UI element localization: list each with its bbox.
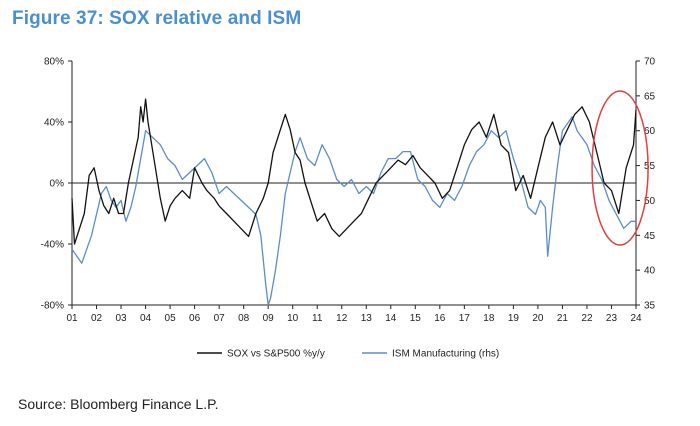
source-note: Source: Bloomberg Finance L.P. (18, 396, 219, 412)
x-tick-label: 22 (581, 313, 593, 324)
x-tick-label: 07 (214, 313, 226, 324)
left-axis: 80% 40% 0% -40% -80% (41, 57, 72, 312)
x-tick-label: 17 (459, 313, 471, 324)
figure-title: Figure 37: SOX relative and ISM (12, 8, 302, 29)
right-tick-label: 50 (644, 196, 656, 207)
x-tick-label: 21 (557, 313, 569, 324)
left-tick-label: -40% (41, 240, 64, 251)
x-tick-label: 23 (606, 313, 618, 324)
right-tick-label: 45 (644, 231, 656, 242)
left-tick-label: -80% (41, 301, 64, 312)
x-axis: 01 02 03 04 05 06 07 08 09 10 11 12 13 14 15 16 17 18 19 20… (66, 305, 642, 324)
highlight-ellipse (591, 90, 649, 246)
right-tick-label: 60 (644, 126, 656, 137)
series-group (71, 98, 637, 306)
left-tick-label: 0% (50, 179, 65, 190)
x-tick-label: 04 (140, 313, 152, 324)
x-tick-label: 20 (532, 313, 544, 324)
ism-series-line (71, 116, 636, 306)
right-tick-label: 70 (644, 57, 656, 68)
x-tick-label: 18 (483, 313, 495, 324)
x-tick-label: 03 (115, 313, 127, 324)
legend-sox-label: SOX vs S&P500 %y/y (227, 349, 325, 360)
x-tick-label: 15 (410, 313, 422, 324)
sox-series-line (71, 98, 637, 245)
x-tick-label: 09 (263, 313, 275, 324)
right-axis: 70 65 60 55 50 45 40 35 (636, 57, 656, 312)
x-tick-label: 06 (189, 313, 201, 324)
left-tick-label: 80% (44, 57, 64, 68)
x-tick-label: 13 (361, 313, 373, 324)
x-tick-label: 19 (508, 313, 520, 324)
x-tick-label: 24 (630, 313, 642, 324)
x-tick-label: 12 (336, 313, 348, 324)
right-tick-label: 65 (644, 91, 656, 102)
x-tick-label: 02 (91, 313, 103, 324)
legend: SOX vs S&P500 %y/y ISM Manufacturing (rhs… (197, 349, 499, 360)
legend-ism-label: ISM Manufacturing (rhs) (392, 349, 499, 360)
x-tick-label: 05 (165, 313, 177, 324)
x-tick-label: 10 (287, 313, 299, 324)
x-tick-label: 16 (434, 313, 446, 324)
left-tick-label: 40% (44, 118, 64, 129)
right-tick-label: 40 (644, 266, 656, 277)
x-tick-label: 11 (312, 313, 323, 324)
x-tick-label: 08 (238, 313, 250, 324)
right-tick-label: 35 (644, 301, 656, 312)
annotation-group (591, 90, 649, 246)
right-tick-label: 55 (644, 161, 656, 172)
x-tick-label: 14 (385, 313, 397, 324)
x-tick-label: 01 (66, 313, 78, 324)
